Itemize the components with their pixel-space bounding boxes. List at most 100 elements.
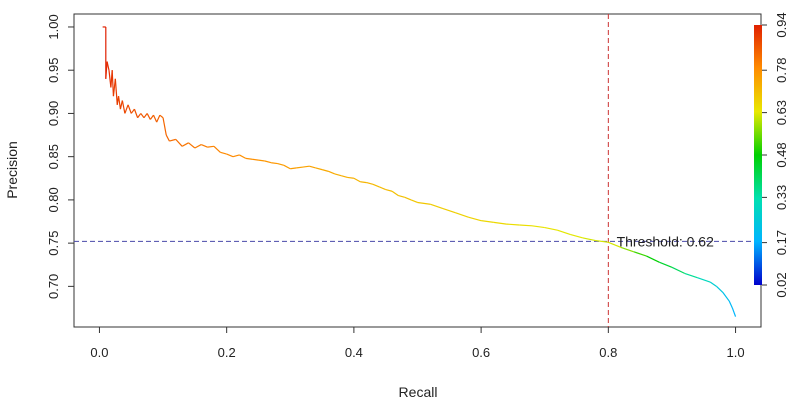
curve-segment (226, 153, 234, 158)
curve-segment (162, 117, 167, 136)
curve-segment (398, 194, 405, 198)
colorbar-tick-label: 0.17 (774, 230, 789, 255)
curve-segment (334, 173, 342, 177)
curve-segment (481, 220, 494, 223)
colorbar-tick-label: 0.63 (774, 100, 789, 125)
colorbar-tick-label: 0.02 (774, 272, 789, 297)
curve-segment (137, 113, 142, 119)
curve-segment (159, 114, 164, 119)
curve-segment (722, 292, 730, 302)
curve-segment (455, 212, 469, 218)
curve-segment (296, 166, 304, 169)
y-tick-label: 0.95 (46, 58, 61, 83)
curve-segment (716, 285, 724, 293)
x-tick-label: 0.4 (345, 345, 363, 360)
curve-segment (133, 108, 139, 118)
curve-segment (328, 170, 336, 175)
curve-segment (671, 266, 685, 274)
y-tick-label: 0.70 (46, 274, 61, 299)
curve-segment (188, 142, 196, 149)
x-tick-label: 0.8 (599, 345, 617, 360)
x-tick-label: 0.6 (472, 345, 490, 360)
curve-segment (404, 196, 412, 201)
curve-segment (372, 183, 380, 188)
curve-segment (608, 241, 622, 249)
curve-segment (646, 255, 660, 263)
curve-segment (121, 100, 126, 114)
curve-segment (124, 104, 129, 114)
curve-segment (709, 281, 717, 287)
colorbar-tick-label: 0.94 (774, 12, 789, 37)
curve-segment (544, 226, 558, 231)
curve-segment (353, 177, 361, 183)
curve-segment (277, 163, 285, 166)
curve-segment (258, 159, 265, 162)
curve-segment (165, 134, 170, 142)
curve-segment (582, 237, 596, 242)
curve-segment (194, 144, 202, 149)
curve-segment (309, 165, 316, 169)
y-tick-label: 1.00 (46, 14, 61, 39)
curve-segment (105, 61, 108, 79)
curve-segment (315, 167, 323, 171)
curve-segment (156, 114, 161, 123)
y-axis-label: Precision (4, 141, 20, 199)
curve-segment (106, 61, 110, 71)
x-tick-label: 0.2 (218, 345, 236, 360)
curve-segment (442, 207, 456, 214)
curve-segment (213, 145, 221, 153)
curve-segment (143, 113, 148, 119)
curve-segment (111, 70, 115, 97)
curve-segment (430, 203, 444, 210)
curve-segment (620, 246, 634, 253)
curve-segment (360, 181, 367, 184)
curve-segment (410, 199, 418, 204)
curve-segment (347, 176, 354, 179)
curve-segment (140, 113, 145, 119)
curve-segment (570, 233, 584, 239)
x-tick-label: 0.0 (90, 345, 108, 360)
curve-segment (264, 160, 272, 164)
curve-segment (127, 104, 132, 114)
curve-segment (697, 277, 711, 283)
curve-segment (114, 78, 118, 105)
curve-segment (531, 225, 545, 229)
curve-segment (175, 138, 183, 147)
y-tick-label: 0.80 (46, 187, 61, 212)
curve-segment (207, 145, 215, 148)
colorbar-tick-label: 0.78 (774, 58, 789, 83)
curve-segment (252, 158, 259, 161)
x-tick-label: 1.0 (727, 345, 745, 360)
y-tick-label: 0.90 (46, 101, 61, 126)
curve-segment (366, 182, 374, 185)
colorbar-tick-label: 0.33 (774, 185, 789, 210)
curve-segment (391, 190, 399, 197)
curve-segment (684, 272, 698, 279)
curve-segment (232, 154, 240, 158)
curve-segment (633, 251, 647, 257)
curve-segment (149, 114, 154, 120)
curve-segment (152, 114, 158, 123)
curve-segment (181, 142, 189, 147)
curve-segment (341, 175, 348, 178)
y-tick-label: 0.85 (46, 144, 61, 169)
x-axis-label: Recall (399, 384, 438, 400)
y-tick-label: 0.75 (46, 230, 61, 255)
curve-segment (245, 157, 253, 160)
curve-segment (731, 307, 737, 317)
curve-segment (220, 151, 227, 155)
threshold-annotation: Threshold: 0.62 (617, 233, 714, 249)
plot-frame (73, 13, 762, 328)
curve-segment (169, 138, 176, 142)
curve-segment (728, 300, 733, 309)
curve-segment (290, 167, 297, 170)
curve-segment (117, 96, 122, 110)
curve-segment (200, 144, 208, 148)
curve-segment (271, 162, 278, 165)
curve-segment (658, 261, 673, 268)
curve-segment (493, 221, 507, 225)
curve-segment (557, 229, 571, 236)
curve-segment (239, 154, 247, 159)
curve-segment (146, 113, 151, 120)
